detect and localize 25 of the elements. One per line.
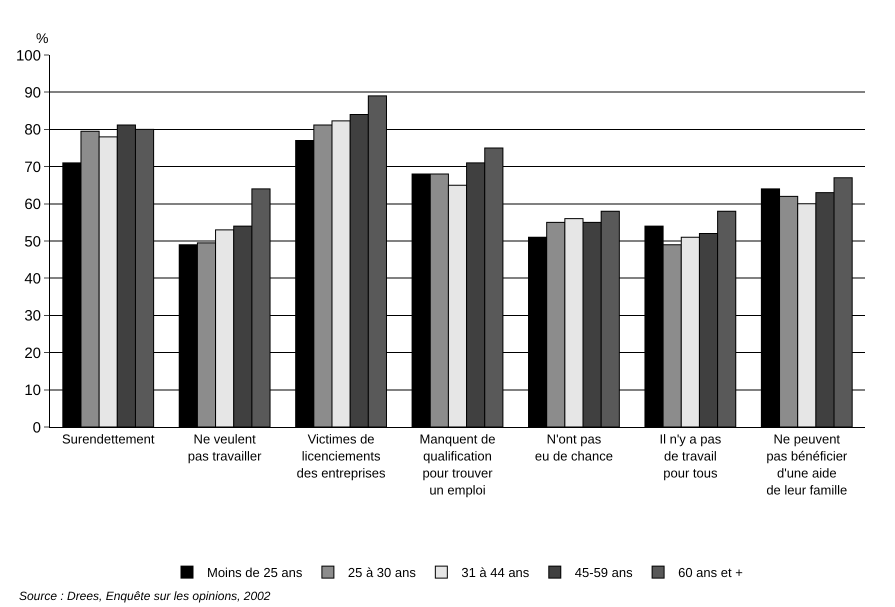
legend-label: 25 à 30 ans <box>348 565 416 580</box>
y-tick-label: 80 <box>24 122 41 139</box>
source-note: Source : Drees, Enquête sur les opinions, 2002 <box>19 589 271 603</box>
x-tick-label: N'ont pas eu de chance <box>534 432 613 464</box>
y-tick-label: 70 <box>24 158 41 176</box>
legend-label: 60 ans et + <box>678 565 743 580</box>
x-tick-label: Victimes de licenciements des entreprises <box>296 432 386 480</box>
legend-label: Moins de 25 ans <box>207 565 303 580</box>
legend-label: 45-59 ans <box>574 565 634 580</box>
x-tick-label: Il n'y a pas de travail pour tous <box>659 432 722 480</box>
x-tick-label: Ne veulent pas travailler <box>188 432 262 464</box>
x-tick-label: Surendettement <box>62 432 155 447</box>
legend-label: 31 à 44 ans <box>461 565 530 580</box>
x-tick-label: Manquent de qualification pour trouver un emploi <box>420 432 496 498</box>
y-tick-label: 90 <box>24 84 41 102</box>
x-tick-label: Ne peuvent pas bénéficier d'une aide de leur famille <box>766 432 848 498</box>
y-axis-title: % <box>36 30 48 46</box>
y-tick-label: 10 <box>24 382 41 400</box>
y-tick-label: 20 <box>24 344 41 362</box>
y-tick-label: 60 <box>24 196 41 214</box>
y-tick-label: 0 <box>32 419 41 436</box>
y-tick-label: 30 <box>24 308 41 325</box>
y-tick-label: 100 <box>16 47 41 64</box>
y-tick-label: 50 <box>24 233 41 250</box>
y-tick-label: 40 <box>24 270 41 288</box>
